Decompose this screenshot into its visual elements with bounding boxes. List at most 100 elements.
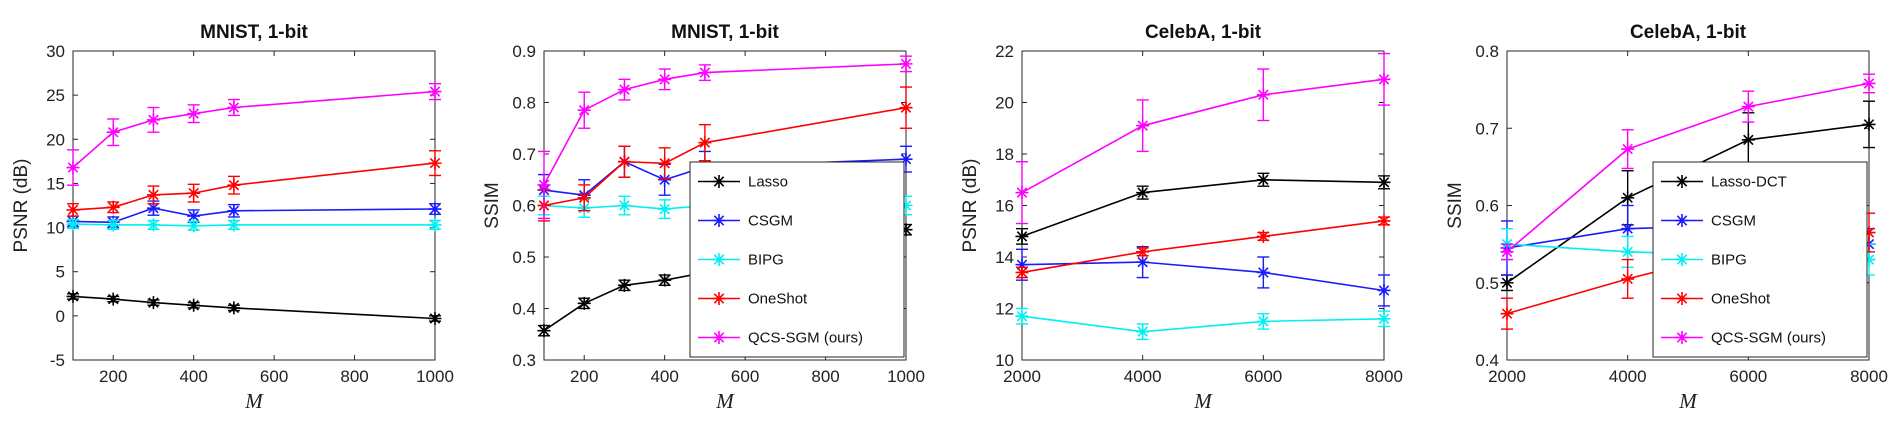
legend-marker [1675,292,1689,305]
data-point [428,156,442,170]
series-csgm [66,200,442,229]
data-point [1136,186,1150,200]
data-point [428,202,442,216]
legend-marker [1675,175,1689,188]
data-point [1136,119,1150,133]
data-point [1377,283,1391,297]
data-point [1862,226,1876,240]
data-point [1621,142,1635,156]
y-tick-label: 22 [995,42,1014,61]
legend: Lasso-DCT CSGM BIPG OneShot QCS-SGM (ours) [1652,161,1868,358]
legend-label: Lasso-DCT [1711,174,1787,191]
data-point [1136,325,1150,339]
chart-title: CelebA, 1-bit [1630,22,1747,43]
series-qcs-sgm-ours [66,82,442,186]
data-point [146,201,160,215]
data-point [106,218,120,232]
data-point [617,155,631,169]
legend-label: OneShot [748,291,808,308]
series-line [543,106,907,207]
y-tick-label: 15 [46,174,65,193]
y-tick-label: 10 [46,219,65,238]
legend-marker [712,175,726,188]
y-tick-label: 0.3 [512,351,536,370]
data-point [227,178,241,192]
series-qcs-sgm-ours [1015,52,1391,225]
plot-frame [1021,50,1385,361]
data-point [1256,314,1270,328]
chart-title: MNIST, 1-bit [200,22,308,43]
y-tick-label: 5 [56,263,65,282]
data-point [187,186,201,200]
series-line [1021,261,1385,292]
x-tick-label: 200 [570,367,598,386]
x-axis-label: M [1193,389,1213,413]
legend-marker [712,214,726,227]
series-qcs-sgm-ours [537,55,913,220]
data-point [658,273,672,287]
data-point [187,107,201,121]
x-tick-label: 800 [811,367,839,386]
data-point [1256,229,1270,243]
data-point [227,101,241,115]
data-point [1741,100,1755,114]
series-lasso [1015,172,1391,245]
data-point [617,278,631,292]
data-point [66,217,80,231]
data-point [428,312,442,326]
data-point [1015,309,1029,323]
y-tick-label: 14 [995,248,1014,267]
chart-panel-2: MNIST, 1-bit 0.3 0.4 0.5 0.6 0.7 0.8 0.9 200 400 6… [482,22,925,413]
data-point [106,200,120,214]
legend-marker [712,292,726,305]
data-point [1015,265,1029,279]
data-point [187,298,201,312]
series-line [1021,315,1385,333]
data-point [1862,253,1876,267]
y-tick-label: 0 [56,307,65,326]
series-line [543,63,907,186]
legend-label: Lasso [748,174,788,191]
y-axis-label: SSIM [482,182,503,228]
legend-label: BIPG [1711,252,1747,269]
data-point [1500,276,1514,290]
data-point [1862,76,1876,90]
legend-label: QCS-SGM (ours) [1711,330,1826,347]
data-point [1862,117,1876,131]
series-line [72,207,436,224]
x-tick-label: 8000 [1850,367,1888,386]
data-point [146,113,160,127]
chart-panel-3: CelebA, 1-bit 10 12 14 16 18 20 22 2000 4000 6000 8… [960,22,1403,413]
data-point [1256,265,1270,279]
data-point [899,223,913,237]
legend-label: CSGM [748,213,793,230]
legend-label: BIPG [748,252,784,269]
data-point [899,57,913,71]
y-axis-label: PSNR (dB) [960,159,981,253]
data-point [658,202,672,216]
data-point [1377,175,1391,189]
data-point [899,101,913,115]
data-point [227,301,241,315]
data-point [577,103,591,117]
y-axis-label: PSNR (dB) [11,159,32,253]
y-tick-label: 0.6 [1475,197,1499,216]
x-axis-label: M [1678,389,1698,413]
data-point [428,218,442,232]
x-axis-label: M [715,389,735,413]
plot-frame [72,50,436,361]
x-tick-label: 400 [179,367,207,386]
data-point [537,178,551,192]
series-line [72,223,435,227]
data-point [66,203,80,217]
y-tick-label: 0.5 [1475,274,1499,293]
y-tick-label: 16 [995,197,1014,216]
series-csgm [1015,245,1391,307]
legend-label: QCS-SGM (ours) [748,330,863,347]
data-point [1500,307,1514,321]
series-line [1021,78,1385,194]
y-axis-label: SSIM [1445,182,1466,228]
y-tick-label: 12 [995,300,1014,319]
x-tick-label: 4000 [1609,367,1647,386]
